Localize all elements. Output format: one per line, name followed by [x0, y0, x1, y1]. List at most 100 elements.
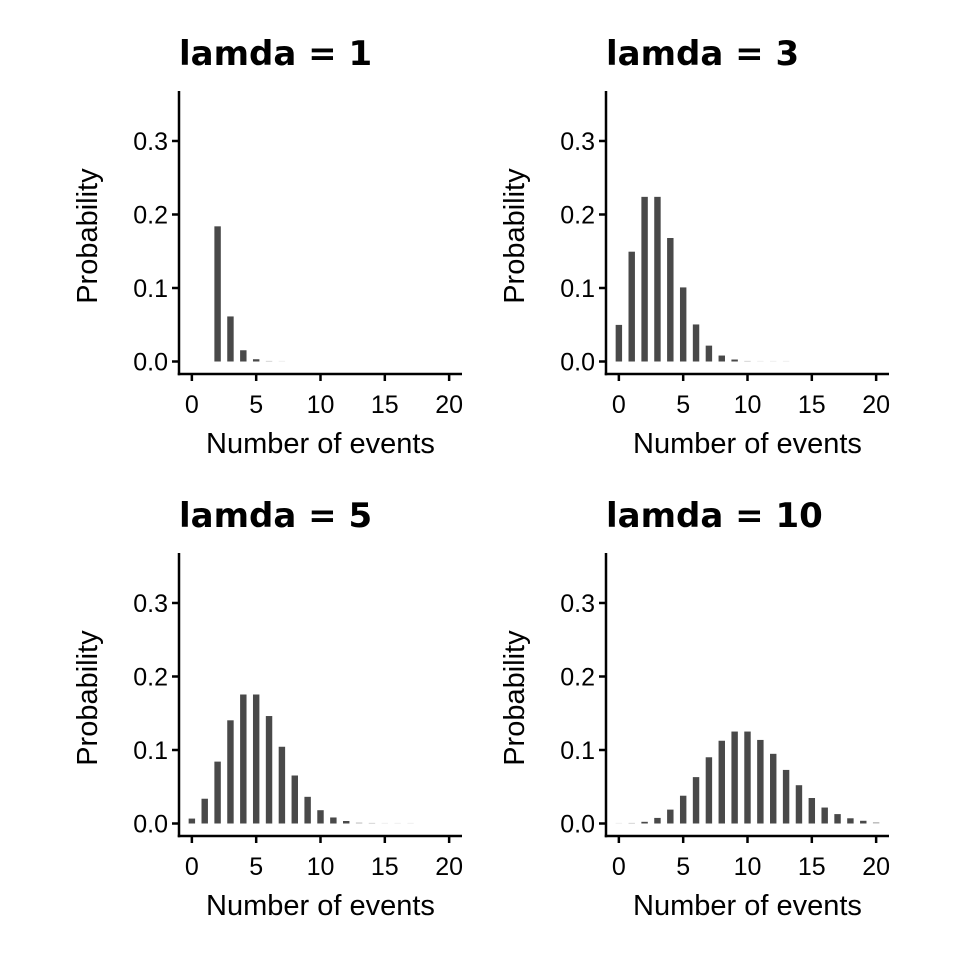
bar — [782, 769, 790, 824]
bar — [278, 746, 286, 824]
bar — [782, 360, 790, 362]
x-axis-label: Number of events — [633, 890, 862, 922]
x-tick-label: 20 — [435, 853, 463, 881]
x-tick-label: 0 — [185, 391, 199, 419]
bar — [641, 196, 648, 362]
y-tick-label: 0.0 — [133, 811, 168, 839]
bar — [240, 694, 247, 824]
bar — [692, 777, 700, 824]
bar — [744, 731, 751, 824]
bar — [265, 716, 273, 824]
y-tick-label: 0.1 — [133, 275, 168, 303]
bar — [628, 822, 635, 824]
bar — [265, 360, 273, 362]
bar — [679, 795, 687, 824]
y-tick-label: 0.3 — [560, 590, 595, 618]
bar — [808, 798, 816, 824]
y-tick-label: 0.3 — [560, 128, 595, 156]
x-tick-label: 10 — [734, 391, 762, 419]
bar — [330, 817, 337, 824]
bar — [770, 360, 777, 362]
bars — [615, 196, 790, 362]
bar — [692, 324, 700, 362]
bar — [757, 739, 764, 824]
y-tick-label: 0.2 — [560, 663, 595, 691]
bar — [718, 740, 725, 824]
y-tick-label: 0.0 — [133, 349, 168, 377]
bar — [227, 720, 234, 824]
panel-title: lamda = 3 — [606, 34, 799, 74]
x-tick-label: 10 — [307, 853, 335, 881]
bar — [407, 822, 414, 824]
bar — [615, 822, 623, 824]
y-tick-label: 0.3 — [133, 590, 168, 618]
y-tick-label: 0.2 — [560, 201, 595, 229]
bar — [821, 807, 828, 824]
bar — [240, 350, 247, 362]
bar — [654, 817, 661, 824]
bar — [278, 360, 286, 362]
y-tick-label: 0.2 — [133, 663, 168, 691]
bar — [291, 775, 298, 824]
bar — [731, 731, 738, 824]
bar — [304, 796, 311, 824]
x-axis-label: Number of events — [206, 890, 435, 922]
bar — [872, 822, 880, 824]
y-axis-label: Probability — [72, 168, 104, 304]
bar — [731, 359, 738, 362]
bar — [317, 810, 324, 824]
panel-title: lamda = 5 — [179, 496, 372, 536]
x-tick-label: 5 — [676, 853, 690, 881]
y-axis-label: Probability — [72, 630, 104, 766]
bar — [705, 757, 713, 824]
bar — [355, 822, 363, 824]
bar — [834, 814, 841, 824]
x-tick-label: 20 — [862, 391, 890, 419]
bar — [667, 809, 674, 824]
y-tick-label: 0.0 — [560, 811, 595, 839]
bar — [718, 355, 725, 362]
y-tick-label: 0.2 — [133, 201, 168, 229]
x-tick-label: 0 — [612, 391, 626, 419]
bar — [201, 798, 208, 824]
y-tick-label: 0.1 — [560, 737, 595, 765]
x-tick-label: 5 — [249, 853, 263, 881]
y-tick-label: 0.1 — [133, 737, 168, 765]
bar — [368, 822, 376, 824]
y-axis-label: Probability — [499, 168, 531, 304]
bar — [795, 785, 803, 824]
x-tick-label: 0 — [612, 853, 626, 881]
bar — [860, 820, 867, 824]
x-tick-label: 20 — [435, 391, 463, 419]
y-tick-label: 0.1 — [560, 275, 595, 303]
bar — [214, 761, 221, 824]
x-tick-label: 15 — [371, 853, 399, 881]
x-tick-label: 5 — [249, 391, 263, 419]
bar — [641, 821, 648, 824]
bar — [343, 821, 350, 824]
bars — [615, 731, 880, 824]
x-tick-label: 0 — [185, 853, 199, 881]
y-axis-label: Probability — [499, 630, 531, 766]
x-axis-label: Number of events — [633, 428, 862, 460]
bars — [214, 226, 286, 362]
bar — [252, 694, 260, 824]
bar — [214, 226, 221, 362]
bar — [744, 360, 751, 362]
bar — [394, 822, 401, 824]
bar — [381, 822, 389, 824]
x-tick-label: 20 — [862, 853, 890, 881]
x-axis-label: Number of events — [206, 428, 435, 460]
bars — [188, 694, 414, 824]
x-tick-label: 10 — [307, 391, 335, 419]
bar — [615, 324, 623, 362]
x-tick-label: 15 — [371, 391, 399, 419]
bar — [705, 345, 713, 362]
y-tick-label: 0.3 — [133, 128, 168, 156]
bar — [667, 238, 674, 362]
